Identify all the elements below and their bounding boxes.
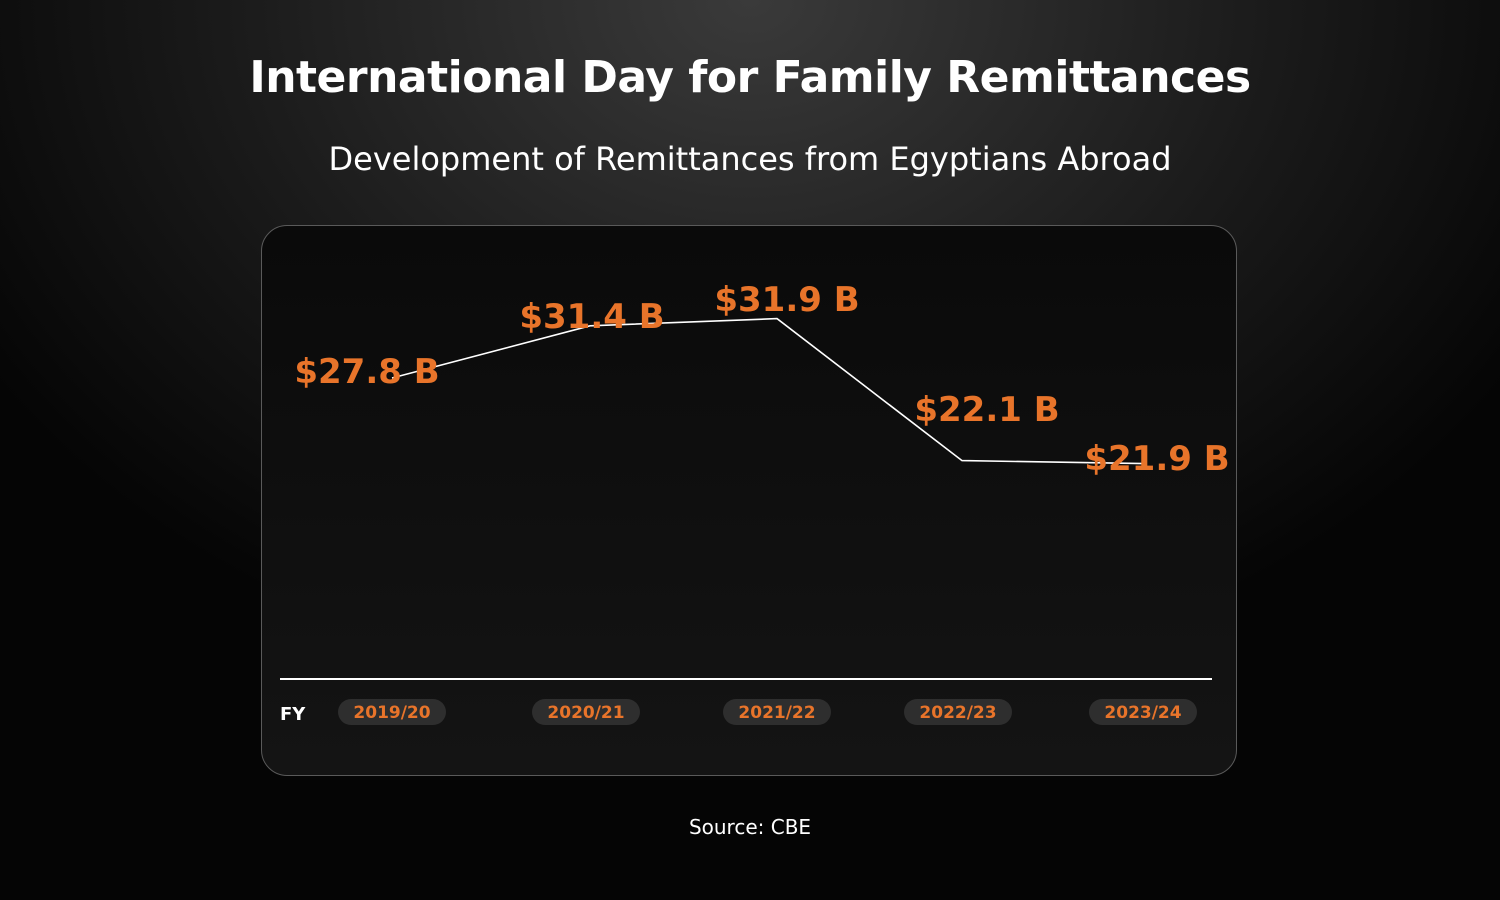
- x-tick-label: 2021/22: [738, 703, 815, 723]
- x-tick-label: 2020/21: [547, 703, 624, 723]
- x-tick-label: 2019/20: [353, 703, 430, 723]
- series-line: [391, 317, 1148, 465]
- data-label: $31.9 B: [714, 280, 859, 320]
- page-title: International Day for Family Remittances: [249, 52, 1251, 103]
- x-tick-pill: [723, 699, 831, 725]
- data-label: $31.4 B: [519, 297, 664, 337]
- x-tick-pill: [532, 699, 640, 725]
- chart-card: $27.8 B $31.4 B $31.9 B $22.1 B $21.9 B FY 201…: [261, 225, 1237, 776]
- x-tick-pill: [1089, 699, 1197, 725]
- x-tick-label: 2022/23: [919, 703, 996, 723]
- x-tick-pill: [338, 699, 446, 725]
- x-tick-label: 2023/24: [1104, 703, 1181, 723]
- chart-subtitle: Development of Remittances from Egyptian…: [328, 140, 1172, 178]
- x-axis-title: FY: [280, 704, 306, 725]
- line-chart: $27.8 B $31.4 B $31.9 B $22.1 B $21.9 B FY 201…: [280, 280, 1230, 725]
- data-label: $21.9 B: [1084, 439, 1229, 479]
- data-label: $22.1 B: [914, 390, 1059, 430]
- data-label: $27.8 B: [294, 352, 439, 392]
- source-note: Source: CBE: [688, 815, 812, 839]
- x-tick-pill: [904, 699, 1012, 725]
